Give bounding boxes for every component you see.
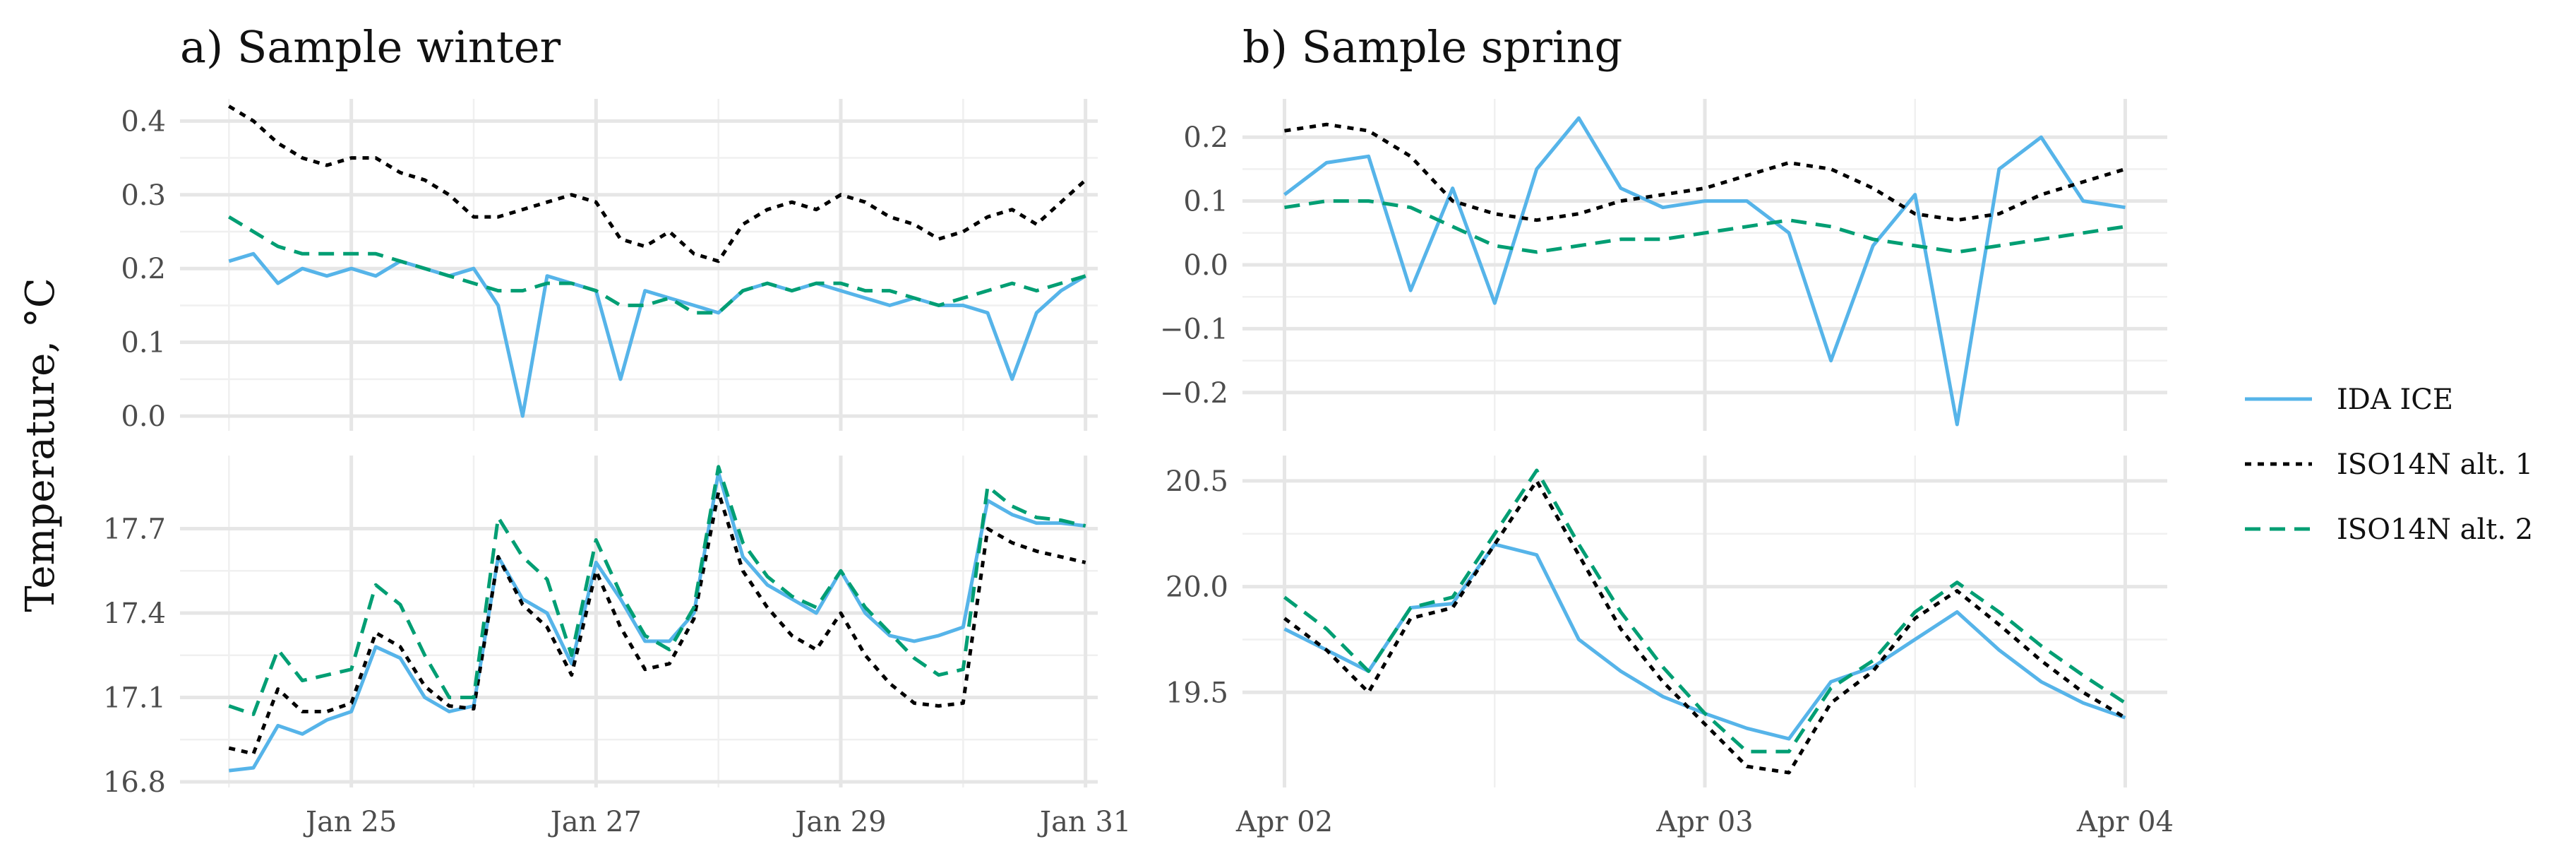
series-line-iso_alt2 (1284, 199, 2126, 254)
x-tick-label: Jan 25 (303, 806, 397, 838)
y-tick-label: −0.1 (1160, 313, 1228, 345)
y-tick-label: 0.1 (1183, 186, 1228, 218)
legend-label: ISO14N alt. 1 (2337, 448, 2533, 481)
x-tick-label: Jan 27 (548, 806, 642, 838)
panel-winter-top: 0.0 0.1 0.2 0.3 0.4 a) Sample winter (121, 21, 1098, 433)
series-line-ida_ice (1283, 116, 2126, 427)
y-tick-label: 19.5 (1166, 677, 1228, 709)
series-line-iso_alt1 (228, 105, 1087, 263)
y-tick-label: 20.5 (1166, 465, 1228, 498)
panel-spring-top: −0.2 −0.1 0.0 0.1 0.2 b) Sample spring (1160, 21, 2167, 431)
y-tick-label: 16.8 (103, 766, 166, 799)
panel-title: b) Sample spring (1242, 21, 1622, 73)
y-tick-label: −0.2 (1160, 377, 1228, 410)
y-tick-label: 0.2 (1183, 121, 1228, 154)
panel-spring-bottom: Apr 02 Apr 03 Apr 04 19.5 20.0 20.5 (1166, 456, 2174, 838)
y-tick-label: 17.1 (103, 682, 166, 715)
y-tick-label: 0.3 (121, 179, 166, 212)
y-tick-label: 0.1 (121, 327, 166, 359)
legend-item-iso_alt2: ISO14N alt. 2 (2245, 513, 2533, 546)
y-axis-label: Temperature, °C (18, 278, 64, 612)
x-tick-label: Apr 02 (1235, 806, 1333, 838)
y-tick-label: 0.0 (1183, 249, 1228, 282)
series-line-iso_alt2 (228, 465, 1086, 716)
legend-label: ISO14N alt. 2 (2337, 513, 2533, 546)
series-line-iso_alt2 (1283, 468, 2126, 754)
legend: IDA ICE ISO14N alt. 1 ISO14N alt. 2 (2245, 384, 2533, 546)
panel-title: a) Sample winter (180, 21, 561, 73)
series-line-iso_alt1 (1283, 479, 2126, 775)
legend-item-ida_ice: IDA ICE (2245, 384, 2453, 416)
x-tick-label: Apr 04 (2076, 806, 2174, 838)
x-tick-label: Apr 03 (1655, 806, 1753, 838)
panel-winter-bottom: Jan 25 Jan 27 Jan 29 Jan 31 16.8 17.1 17.4 17.7 (103, 456, 1131, 838)
x-tick-label: Jan 31 (1037, 806, 1131, 838)
y-tick-label: 0.0 (121, 400, 166, 433)
y-tick-label: 17.7 (103, 513, 166, 546)
y-tick-label: 17.4 (103, 598, 166, 630)
series-line-ida_ice (228, 251, 1086, 418)
legend-label: IDA ICE (2337, 384, 2453, 416)
series-line-iso_alt1 (1284, 122, 2126, 222)
y-tick-label: 20.0 (1166, 571, 1228, 604)
series-line-ida_ice (229, 470, 1086, 773)
y-tick-label: 0.4 (121, 105, 166, 138)
series-line-iso_alt1 (228, 490, 1086, 756)
x-tick-label: Jan 29 (792, 806, 886, 838)
legend-item-iso_alt1: ISO14N alt. 1 (2245, 448, 2533, 481)
y-tick-label: 0.2 (121, 253, 166, 285)
series-line-iso_alt2 (228, 215, 1086, 315)
